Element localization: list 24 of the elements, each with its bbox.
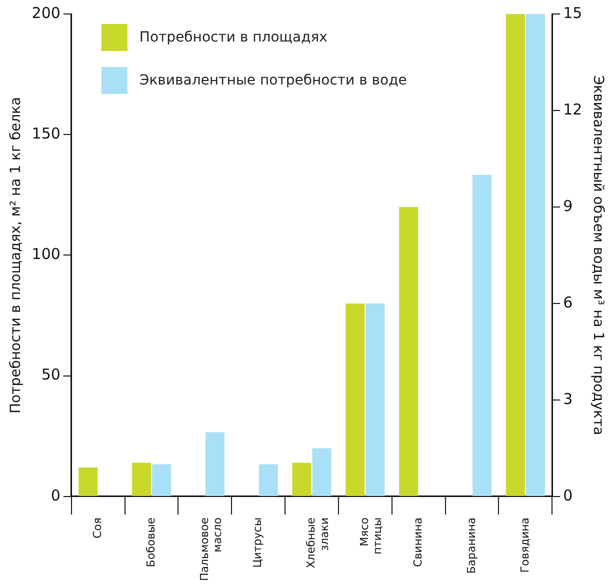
- y2-tick-label: 3: [563, 390, 573, 408]
- y2-axis-title: Эквивалентный объем воды м³ на 1 кг продукта: [590, 75, 606, 436]
- x-tick-label: Соя: [90, 517, 104, 538]
- legend-label: Эквивалентные потребности в воде: [139, 72, 407, 89]
- x-tick-label: Хлебные злаки: [304, 517, 331, 568]
- y2-tick-label: 15: [563, 4, 582, 22]
- y-tick-label: 50: [41, 366, 60, 384]
- y-tick-label: 150: [32, 124, 60, 143]
- y-tick-label: 100: [32, 245, 60, 264]
- legend-label: Потребности в площадях: [139, 30, 328, 46]
- y2-tick-label: 0: [563, 486, 573, 504]
- y-axis-title: Потребности в площадях, м² на 1 кг белка: [8, 96, 24, 414]
- y2-tick-label: 9: [563, 196, 573, 215]
- x-tick-label: Говядина: [518, 517, 532, 573]
- y2-tick-label: 6: [563, 293, 573, 312]
- x-tick-label: Цитрусы: [251, 517, 264, 568]
- x-tick-label: Мясо птицы: [358, 517, 384, 554]
- x-tick-label: Пальмовое масло: [198, 517, 224, 582]
- x-tick-label: Баранина: [464, 517, 478, 574]
- y-tick-label: 0: [50, 486, 60, 504]
- y-tick-label: 200: [32, 4, 60, 22]
- y2-tick-label: 12: [563, 100, 582, 118]
- x-tick-label: Бобовые: [144, 517, 158, 568]
- x-tick-label: Свинина: [411, 517, 424, 568]
